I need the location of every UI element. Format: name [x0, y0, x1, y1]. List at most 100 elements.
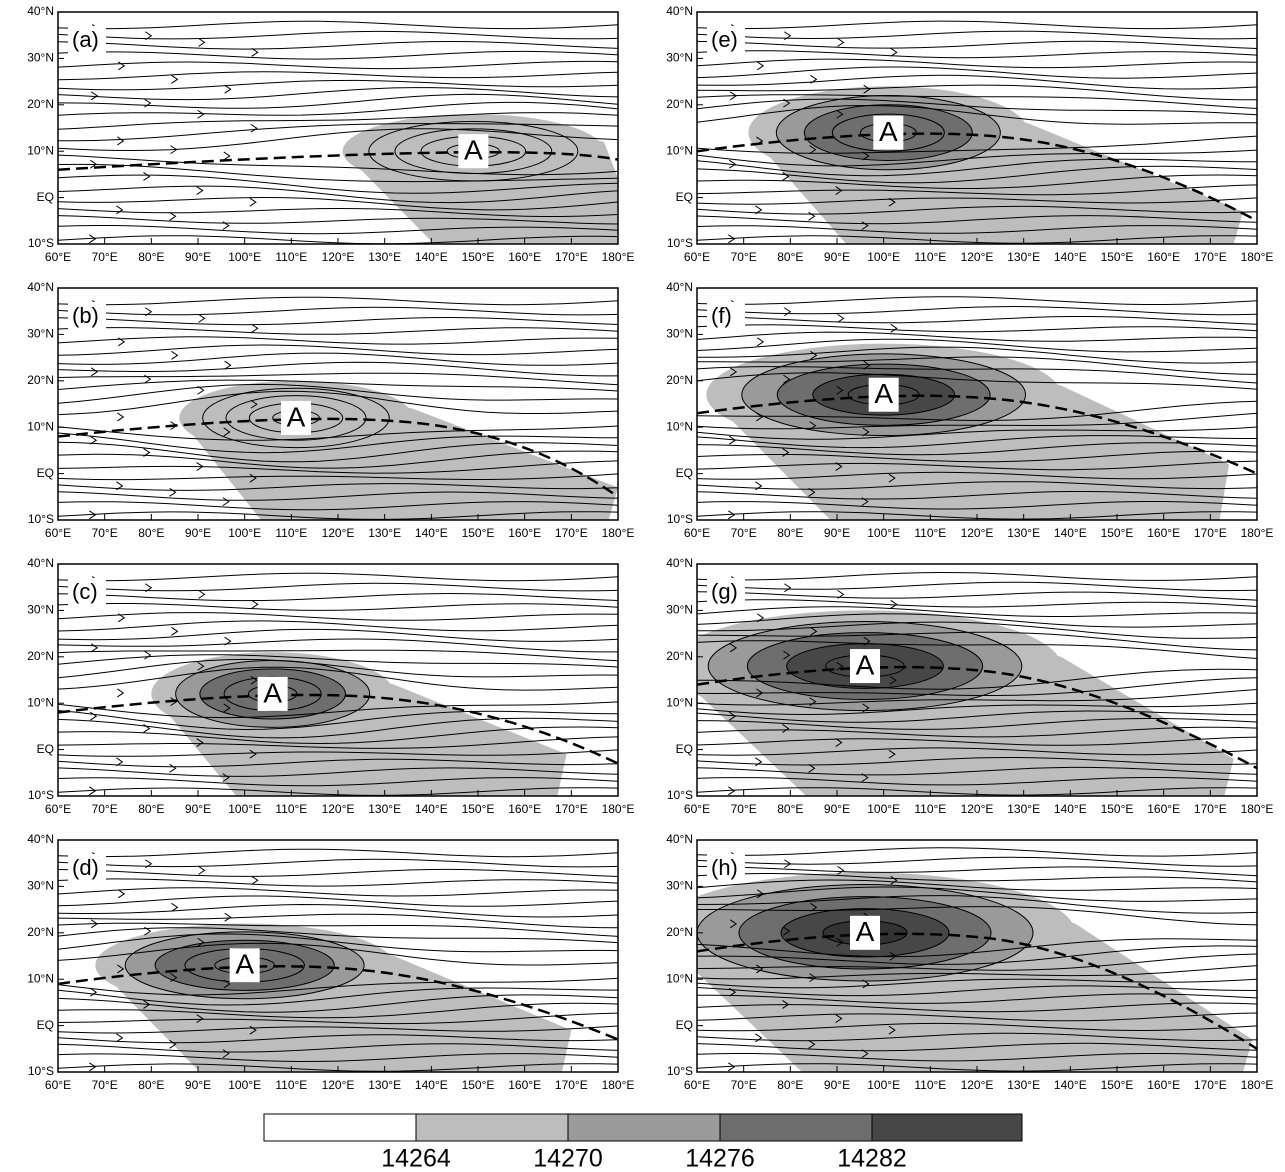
- lat-tick-label: 40°N: [27, 280, 54, 294]
- lat-tick-label: 30°N: [666, 51, 693, 65]
- streamline: [58, 583, 618, 591]
- streamline: [697, 59, 1257, 68]
- lat-tick-label: EQ: [676, 1018, 693, 1032]
- streamline-arrow: [252, 324, 258, 332]
- lon-tick-label: 80°E: [138, 526, 164, 540]
- high-label: A: [263, 677, 282, 708]
- lon-tick-label: 120°E: [322, 802, 355, 816]
- lon-tick-label: 80°E: [777, 250, 803, 264]
- lon-tick-label: 160°E: [508, 526, 541, 540]
- streamline: [58, 849, 618, 857]
- streamline-arrow: [809, 212, 815, 220]
- lat-tick-label: 30°N: [27, 603, 54, 617]
- lon-tick-label: 170°E: [1194, 1078, 1227, 1092]
- lat-tick-label: EQ: [37, 190, 54, 204]
- streamline: [58, 604, 618, 611]
- streamline: [697, 857, 1257, 866]
- streamline: [58, 869, 618, 876]
- lon-tick-label: 110°E: [914, 526, 946, 540]
- figure: 14264 14270 14276 14282 60°E70°E80°E90°E…: [0, 0, 1285, 1172]
- streamline-arrow: [170, 488, 176, 496]
- lon-tick-label: 180°E: [602, 526, 635, 540]
- lon-tick-label: 70°E: [92, 1078, 118, 1092]
- lon-tick-label: 110°E: [275, 802, 307, 816]
- high-label: A: [856, 649, 875, 680]
- streamline-arrow: [143, 172, 149, 180]
- streamline: [58, 353, 618, 365]
- lon-tick-label: 110°E: [914, 250, 946, 264]
- high-label: A: [879, 116, 898, 147]
- map-panel: 60°E70°E80°E90°E100°E110°E120°E130°E140°…: [666, 556, 1273, 816]
- streamline-arrow: [252, 600, 258, 608]
- lon-tick-label: 130°E: [1007, 802, 1040, 816]
- streamline: [58, 594, 618, 601]
- colorbar-label: 14264: [381, 1145, 451, 1172]
- lon-tick-label: 90°E: [824, 1078, 850, 1092]
- lon-tick-label: 60°E: [684, 802, 710, 816]
- high-label: A: [856, 916, 875, 947]
- lon-tick-label: 70°E: [92, 526, 118, 540]
- lon-tick-label: 90°E: [824, 802, 850, 816]
- lon-tick-label: 60°E: [684, 1078, 710, 1092]
- lat-tick-label: EQ: [37, 742, 54, 756]
- lat-tick-label: 40°N: [666, 832, 693, 846]
- streamline-arrow: [225, 913, 231, 921]
- streamline-arrow: [199, 590, 205, 598]
- lon-tick-label: 70°E: [92, 802, 118, 816]
- map-content: [697, 21, 1257, 244]
- lat-tick-label: 20°N: [27, 925, 54, 939]
- streamline-arrow: [170, 212, 176, 220]
- lon-tick-label: 150°E: [462, 250, 495, 264]
- lon-tick-label: 60°E: [45, 1078, 71, 1092]
- streamline-arrow: [118, 62, 124, 70]
- lon-tick-label: 170°E: [555, 802, 588, 816]
- lon-tick-label: 90°E: [185, 250, 211, 264]
- map-content: [655, 848, 1257, 1072]
- streamline-arrow: [90, 712, 96, 720]
- lon-tick-label: 160°E: [1147, 1078, 1180, 1092]
- lat-tick-label: EQ: [676, 466, 693, 480]
- lat-tick-label: 40°N: [666, 556, 693, 570]
- streamline: [58, 61, 618, 68]
- map-panel: 60°E70°E80°E90°E100°E110°E120°E130°E140°…: [655, 832, 1273, 1092]
- map-content: [697, 297, 1257, 520]
- colorbar-box: [872, 1114, 1022, 1141]
- panel-label: (b): [72, 303, 99, 328]
- streamline-arrow: [170, 764, 176, 772]
- colorbar: 14264 14270 14276 14282: [264, 1114, 1022, 1172]
- map-content: [58, 297, 618, 520]
- map-content: [58, 849, 618, 1072]
- lat-tick-label: 10°N: [27, 143, 54, 157]
- streamline: [697, 31, 1257, 39]
- streamline: [697, 41, 1257, 48]
- lon-tick-label: 80°E: [138, 802, 164, 816]
- streamline: [697, 573, 1257, 581]
- lon-tick-label: 130°E: [368, 526, 401, 540]
- lat-tick-label: 40°N: [27, 832, 54, 846]
- streamline: [697, 848, 1257, 856]
- lon-tick-label: 120°E: [322, 526, 355, 540]
- lat-tick-label: EQ: [676, 190, 693, 204]
- lon-tick-label: 130°E: [368, 802, 401, 816]
- panel-label: (g): [711, 579, 738, 604]
- lat-tick-label: 10°N: [666, 971, 693, 985]
- lon-tick-label: 140°E: [1054, 802, 1087, 816]
- lon-tick-label: 110°E: [914, 1078, 946, 1092]
- lat-tick-label: 40°N: [666, 280, 693, 294]
- colorbar-box: [568, 1114, 720, 1141]
- streamline-arrow: [199, 866, 205, 874]
- streamline-arrow: [223, 498, 229, 506]
- panel-label: (e): [711, 27, 738, 52]
- lon-tick-label: 180°E: [1241, 250, 1274, 264]
- map-panel: 60°E70°E80°E90°E100°E110°E120°E130°E140°…: [27, 4, 656, 264]
- streamline-arrow: [171, 903, 177, 911]
- lat-tick-label: 20°N: [27, 649, 54, 663]
- lat-tick-label: 30°N: [27, 879, 54, 893]
- panel-label: (a): [72, 27, 99, 52]
- streamline: [58, 879, 618, 886]
- lat-tick-label: 10°S: [667, 512, 693, 526]
- streamline: [58, 72, 618, 80]
- lat-tick-label: 10°N: [666, 143, 693, 157]
- colorbar-label: 14282: [837, 1145, 907, 1172]
- lat-tick-label: 30°N: [27, 51, 54, 65]
